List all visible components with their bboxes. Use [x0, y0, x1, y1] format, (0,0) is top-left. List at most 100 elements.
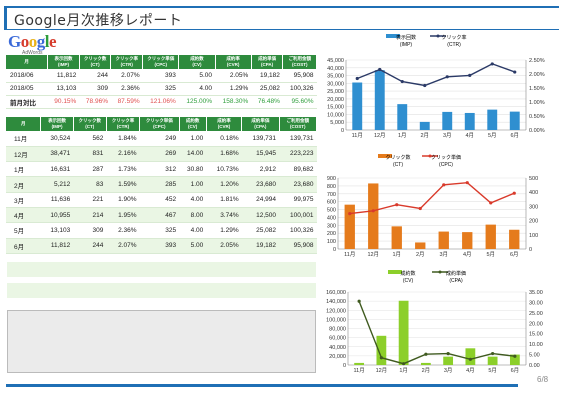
table-cell: 13,103: [47, 82, 80, 96]
y-tick-left: 500: [327, 208, 336, 214]
y-tick-left: 40,000: [327, 66, 344, 72]
row-label: 2018/05: [6, 82, 48, 96]
data-point: [402, 362, 406, 366]
y-tick-left: 160,000: [326, 290, 346, 296]
y-tick-right: 0: [529, 247, 532, 253]
x-tick-label: 2月: [422, 367, 431, 374]
table-cell: 1.00: [179, 176, 207, 193]
legend-label: 成約数: [400, 270, 415, 277]
summary-table: 月表示回数 (IMP) クリック数 (CT) クリック率 (CTR) クリック単価 (CPC)…: [6, 55, 317, 109]
x-tick-label: 3月: [444, 367, 453, 374]
column-header: 成約数 (CV): [178, 55, 216, 69]
legend-marker: [428, 154, 432, 158]
data-bar: [419, 121, 430, 130]
y-tick-left: 600: [327, 200, 336, 206]
legend-marker: [436, 34, 440, 38]
logo-sub: AdWords: [22, 50, 43, 56]
data-bar: [420, 362, 431, 365]
table-row: 1月 16,631 287 1.73% 312 30.80 10.73% 2,912 89,68…: [6, 161, 317, 178]
table-header-row: 月表示回数 (IMP) クリック数 (CT) クリック率 (CTR) クリック単価 (CPC)…: [6, 117, 318, 131]
data-bar: [397, 104, 408, 130]
y-tick-left: 15,000: [327, 105, 344, 111]
row-label: 4月: [6, 207, 41, 224]
compare-cell: 78.96%: [79, 95, 111, 109]
y-tick-right: 2.50%: [529, 58, 545, 64]
column-header: クリック数 (CT): [79, 55, 112, 69]
table-cell: 25,082: [241, 222, 280, 239]
table-cell: 244: [73, 238, 107, 254]
data-point: [489, 201, 493, 205]
x-tick-label: 4月: [465, 132, 474, 139]
y-tick-right: 0.00%: [529, 128, 545, 134]
row-label: 2018/06: [6, 69, 48, 83]
table-cell: 312: [139, 161, 180, 178]
data-bar: [462, 232, 473, 249]
y-tick-left: 900: [327, 176, 336, 182]
column-header: クリック率 (CTR): [110, 55, 144, 69]
data-bar: [464, 112, 475, 130]
data-point: [423, 83, 427, 88]
table-cell: 139,731: [241, 131, 280, 147]
row-label: 6月: [6, 238, 41, 254]
column-header: ご利用金額 (COST): [279, 117, 318, 131]
y-tick-left: 400: [327, 215, 336, 221]
table-cell: 831: [73, 146, 107, 163]
y-tick-right: 200: [529, 219, 538, 225]
table-cell: 16,631: [40, 161, 74, 178]
table-row: 4月 10,955 214 1.95% 467 8.00 3.74% 12,500 100,00…: [6, 207, 317, 224]
table-cell: 1.95%: [106, 207, 140, 224]
cv-cpa-chart: 成約数(CV) 成約単価(CPA) 0 20,000 40,000 60,000 80,00…: [326, 270, 543, 374]
x-tick-label: 6月: [510, 251, 519, 258]
page-number: 6/8: [537, 375, 549, 384]
table-cell: 393: [142, 69, 179, 83]
table-cell: 10,955: [40, 207, 74, 224]
table-cell: 223,223: [279, 146, 317, 163]
data-bar: [509, 111, 520, 130]
table-cell: 19,182: [251, 69, 283, 83]
table-cell: 452: [139, 192, 180, 208]
data-point: [371, 209, 375, 213]
y-tick-right: 5.00: [529, 353, 540, 359]
row-label: 5月: [6, 222, 41, 239]
legend-label: (CPA): [449, 278, 463, 284]
table-cell: 24,994: [241, 192, 280, 208]
table-cell: 30.80: [179, 161, 207, 178]
table-cell: 2.16%: [106, 146, 140, 163]
table-cell: 1.81%: [206, 192, 242, 208]
table-header-row: 月表示回数 (IMP) クリック数 (CT) クリック率 (CTR) クリック単価 (CPC)…: [6, 55, 317, 69]
y-tick-left: 100,000: [326, 317, 346, 323]
table-cell: 2.36%: [106, 222, 140, 239]
column-header: 成約数 (CV): [179, 117, 207, 131]
table-cell: 2.05%: [215, 69, 252, 83]
column-header: 月: [6, 117, 42, 131]
data-point: [490, 62, 494, 66]
data-bar: [376, 335, 387, 365]
data-point: [468, 73, 472, 77]
table-cell: 5.00: [178, 69, 216, 83]
footer-line: [6, 384, 518, 387]
y-tick-left: 20,000: [329, 354, 346, 360]
table-cell: 1.20%: [206, 176, 242, 193]
column-header: 月: [6, 55, 49, 69]
table-cell: 11,812: [40, 238, 74, 254]
x-tick-label: 5月: [488, 367, 497, 374]
row-label: 1月: [6, 161, 41, 178]
comment-box: [7, 310, 316, 373]
data-point: [418, 206, 422, 211]
x-tick-label: 12月: [374, 132, 386, 139]
legend-label: (CV): [403, 278, 414, 284]
empty-row-band: [7, 262, 316, 277]
y-tick-left: 20,000: [327, 97, 344, 103]
table-row: 2018/05 13,103 309 2.36% 325 4.00 1.29% 25,082 1…: [6, 82, 317, 96]
y-tick-left: 120,000: [326, 308, 346, 314]
y-tick-left: 0: [341, 128, 344, 134]
legend-swatch-bar: [388, 270, 402, 274]
data-bar: [398, 300, 409, 365]
table-cell: 1.29%: [206, 222, 242, 239]
compare-row: 前月対比 90.15% 78.96% 87.59% 121.06% 125.00% 158.…: [6, 95, 317, 109]
legend-label: (CT): [393, 162, 403, 168]
table-cell: 1.59%: [106, 176, 140, 193]
table-cell: 4.00: [179, 222, 207, 239]
y-tick-left: 35,000: [327, 74, 344, 80]
data-point: [468, 357, 472, 361]
